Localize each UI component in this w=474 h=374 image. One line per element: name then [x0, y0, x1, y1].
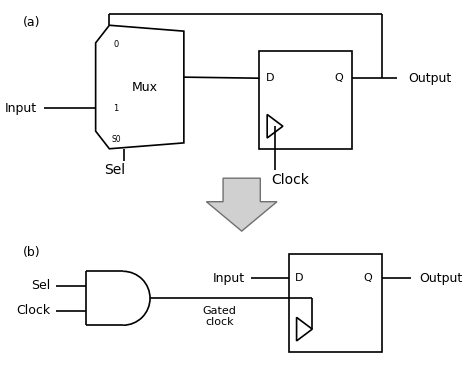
Text: Input: Input [212, 272, 245, 285]
Text: Input: Input [5, 101, 37, 114]
Text: Mux: Mux [132, 80, 158, 94]
Text: Q: Q [364, 273, 373, 283]
Text: Gated: Gated [202, 306, 237, 316]
Text: Clock: Clock [17, 304, 51, 317]
Text: 1: 1 [113, 104, 118, 113]
Bar [289, 254, 382, 352]
Polygon shape [96, 25, 184, 149]
Text: Sel: Sel [31, 279, 51, 292]
Polygon shape [297, 318, 312, 341]
Text: S0: S0 [111, 135, 121, 144]
Polygon shape [267, 114, 283, 138]
Text: (a): (a) [23, 16, 41, 30]
Text: Output: Output [408, 72, 452, 85]
Polygon shape [206, 178, 277, 231]
Text: Clock: Clock [271, 173, 309, 187]
Text: D: D [295, 273, 304, 283]
Text: Q: Q [334, 73, 343, 83]
Text: Sel: Sel [104, 163, 125, 177]
Text: clock: clock [205, 317, 234, 327]
Text: 0: 0 [113, 40, 118, 49]
Text: (b): (b) [23, 246, 41, 259]
Text: D: D [266, 73, 274, 83]
Bar [259, 51, 353, 149]
Text: Output: Output [419, 272, 462, 285]
